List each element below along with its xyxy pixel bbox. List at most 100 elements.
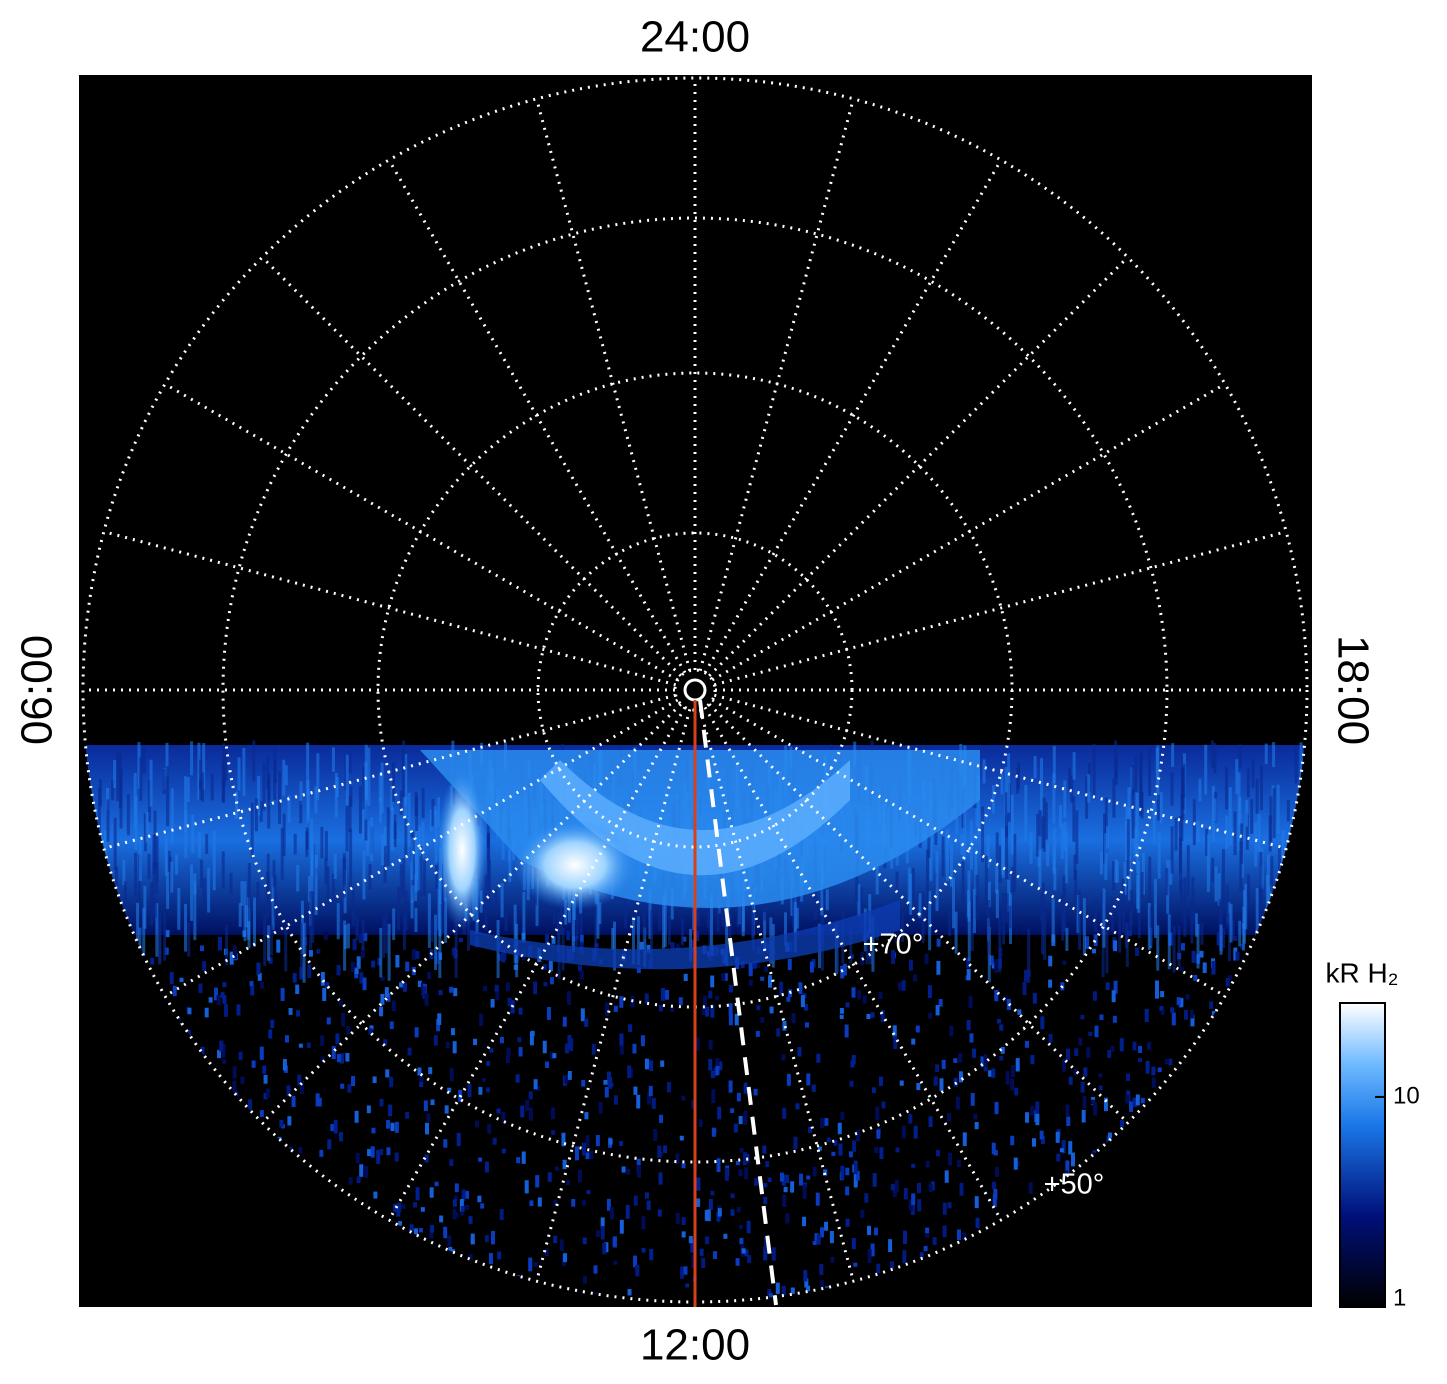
speckle (734, 1013, 739, 1026)
speckle (1286, 799, 1290, 822)
speckle (1042, 797, 1046, 852)
speckle (819, 1264, 824, 1276)
speckle (875, 863, 879, 895)
speckle (1177, 925, 1181, 967)
speckle (204, 1007, 209, 1018)
speckle (336, 965, 341, 976)
speckle (1035, 1101, 1040, 1114)
speckle (973, 1113, 978, 1120)
speckle (944, 1170, 949, 1183)
speckle (746, 1220, 751, 1234)
speckle (1245, 800, 1249, 827)
speckle (232, 1066, 237, 1079)
speckle (168, 856, 172, 892)
speckle (362, 800, 366, 840)
speckle (147, 779, 151, 822)
speckle (1043, 912, 1047, 960)
speckle (437, 1013, 442, 1025)
speckle (987, 881, 991, 908)
speckle (225, 924, 229, 966)
speckle (547, 1172, 552, 1182)
speckle (627, 1289, 632, 1296)
speckle (459, 1199, 464, 1212)
speckle (675, 1212, 680, 1224)
speckle (496, 1108, 501, 1114)
speckle (1281, 830, 1285, 875)
speckle (240, 881, 244, 906)
speckle (927, 985, 932, 998)
meridian (261, 703, 682, 1124)
speckle (1247, 874, 1251, 902)
speckle (404, 753, 408, 806)
speckle (637, 1165, 642, 1178)
speckle (417, 1067, 422, 1076)
speckle (1233, 947, 1238, 961)
speckle (142, 907, 146, 957)
speckle (399, 864, 403, 899)
speckle (695, 898, 699, 922)
speckle (1165, 867, 1169, 896)
speckle (644, 1192, 649, 1199)
speckle (1191, 876, 1195, 925)
speckle (293, 833, 297, 855)
speckle (574, 1146, 579, 1161)
speckle (820, 1227, 825, 1238)
speckle (1093, 1102, 1098, 1116)
speckle (1115, 860, 1119, 883)
speckle (721, 891, 725, 927)
speckle (370, 817, 374, 862)
speckle (748, 962, 753, 970)
speckle (268, 957, 273, 964)
speckle (468, 1216, 473, 1224)
speckle (352, 938, 357, 951)
speckle (1235, 951, 1240, 961)
speckle (528, 1257, 533, 1272)
speckle (633, 1195, 638, 1206)
speckle (1257, 814, 1261, 853)
time-label: 12:00 (640, 1321, 750, 1370)
speckle (1104, 833, 1108, 880)
speckle (928, 1183, 933, 1193)
speckle (613, 921, 617, 971)
speckle (867, 1248, 872, 1263)
speckle (930, 1181, 935, 1191)
speckle (647, 1092, 652, 1105)
speckle (708, 1198, 713, 1210)
speckle (974, 1121, 979, 1130)
speckle (1168, 1058, 1173, 1066)
speckle (1137, 902, 1141, 939)
speckle (355, 915, 359, 941)
speckle (273, 748, 277, 800)
speckle (646, 944, 651, 953)
speckle (1164, 1058, 1169, 1065)
speckle (221, 851, 225, 889)
meridian (261, 256, 682, 677)
speckle (316, 949, 321, 954)
speckle (1025, 1040, 1030, 1048)
speckle (738, 1169, 743, 1177)
meridian (708, 703, 1129, 1124)
speckle (1172, 925, 1176, 973)
speckle (806, 1285, 811, 1295)
speckle (481, 1077, 486, 1083)
speckle (1068, 767, 1072, 790)
speckle (123, 881, 127, 913)
speckle (855, 1129, 860, 1142)
speckle (874, 1146, 879, 1154)
speckle (1211, 857, 1215, 883)
speckle (150, 957, 155, 965)
speckle (229, 872, 233, 894)
speckle (633, 1086, 638, 1095)
speckle (163, 913, 167, 961)
speckle (820, 1279, 825, 1294)
speckle (695, 930, 700, 942)
speckle (817, 1146, 822, 1151)
speckle (419, 1074, 424, 1083)
speckle (284, 1035, 289, 1043)
speckle (1062, 960, 1067, 965)
speckle (380, 993, 385, 1005)
speckle (500, 883, 504, 918)
speckle (346, 1026, 351, 1035)
meridian (713, 530, 1287, 687)
